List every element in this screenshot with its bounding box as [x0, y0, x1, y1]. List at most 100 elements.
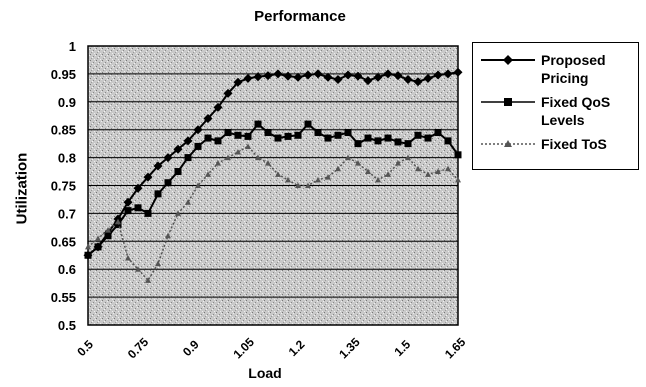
data-point: [323, 72, 333, 82]
data-point: [355, 160, 361, 166]
data-point: [253, 72, 263, 82]
x-tick-label: 0.5: [74, 337, 96, 359]
y-tick-label: 0.65: [51, 234, 76, 249]
data-point: [284, 132, 292, 140]
data-point: [104, 232, 112, 240]
data-point: [235, 149, 241, 155]
data-point: [424, 134, 432, 142]
data-point: [164, 179, 172, 187]
y-tick-label: 0.6: [58, 262, 76, 277]
data-point: [193, 125, 203, 135]
y-tick-label: 0.95: [51, 67, 76, 82]
y-tick-label: 0.8: [58, 151, 76, 166]
data-point: [234, 131, 242, 139]
data-point: [394, 138, 402, 146]
data-point: [305, 182, 311, 188]
data-point: [454, 151, 462, 159]
data-point: [95, 235, 101, 242]
data-point: [354, 140, 362, 148]
data-point: [383, 69, 393, 79]
data-point: [414, 131, 422, 139]
data-point: [143, 172, 153, 182]
y-tick-label: 0.5: [58, 318, 76, 333]
data-point: [425, 171, 431, 177]
data-point: [124, 207, 132, 215]
data-point: [184, 154, 192, 162]
data-point: [324, 134, 332, 142]
data-point: [315, 176, 321, 183]
data-point: [255, 154, 261, 161]
data-point: [174, 168, 182, 176]
x-tick-label: 1.2: [286, 337, 308, 359]
data-point: [194, 142, 202, 150]
data-point: [433, 70, 443, 80]
data-point: [405, 154, 411, 161]
x-tick-label: 1.35: [336, 335, 363, 362]
data-point: [225, 154, 231, 161]
chart-title: Performance: [254, 8, 346, 25]
data-point: [123, 197, 133, 207]
legend-label-tos: Fixed ToS: [541, 136, 607, 152]
data-point: [215, 160, 221, 166]
data-point: [254, 120, 262, 128]
data-point: [434, 128, 442, 136]
data-point: [423, 73, 433, 83]
legend-swatch-proposed: [481, 55, 535, 65]
legend-label-proposed: Proposed Pricing: [541, 52, 606, 86]
data-point: [134, 204, 142, 212]
data-point: [135, 266, 141, 272]
data-point: [445, 165, 451, 172]
data-point: [243, 73, 253, 83]
data-point: [244, 132, 252, 140]
data-point: [443, 69, 453, 79]
data-point: [173, 144, 183, 154]
x-tick-label: 0.75: [125, 335, 152, 362]
data-point: [175, 210, 181, 216]
data-point: [155, 260, 161, 267]
data-point: [195, 182, 201, 188]
data-point: [275, 171, 281, 177]
data-point: [344, 128, 352, 136]
data-point: [94, 243, 102, 251]
data-point: [223, 88, 233, 98]
data-point: [185, 199, 191, 205]
data-point: [224, 128, 232, 136]
data-point: [125, 255, 131, 261]
data-point: [285, 176, 291, 183]
data-point: [334, 131, 342, 139]
y-tick-label: 0.7: [58, 206, 76, 221]
data-point: [413, 77, 423, 87]
data-point: [384, 134, 392, 142]
data-point: [163, 153, 173, 163]
data-point: [375, 176, 381, 183]
x-tick-label: 1.05: [231, 335, 258, 362]
data-point: [214, 137, 222, 145]
data-point: [264, 128, 272, 136]
data-point: [154, 190, 162, 198]
data-point: [303, 70, 313, 80]
data-point: [365, 168, 371, 175]
data-point: [293, 72, 303, 82]
x-tick-label: 1.65: [442, 335, 469, 362]
data-point: [85, 243, 91, 250]
data-point: [133, 183, 143, 193]
data-point: [294, 131, 302, 139]
data-point: [453, 67, 463, 77]
data-point: [263, 71, 273, 81]
data-point: [395, 160, 401, 166]
data-point: [105, 227, 111, 233]
data-point: [145, 277, 151, 283]
legend-item-fixed-qos: Fixed QoS Levels: [479, 93, 634, 135]
data-point: [265, 160, 271, 166]
data-point: [283, 71, 293, 81]
y-tick-label: 0.85: [51, 123, 76, 138]
data-point: [345, 154, 351, 161]
chart-legend: Proposed Pricing Fixed QoS Levels Fixed …: [472, 42, 639, 170]
data-point: [385, 171, 391, 177]
x-axis-label: Load: [248, 365, 282, 381]
x-tick-label: 1.5: [391, 337, 413, 359]
data-point: [165, 232, 171, 239]
legend-label-qos: Fixed QoS Levels: [541, 94, 611, 128]
